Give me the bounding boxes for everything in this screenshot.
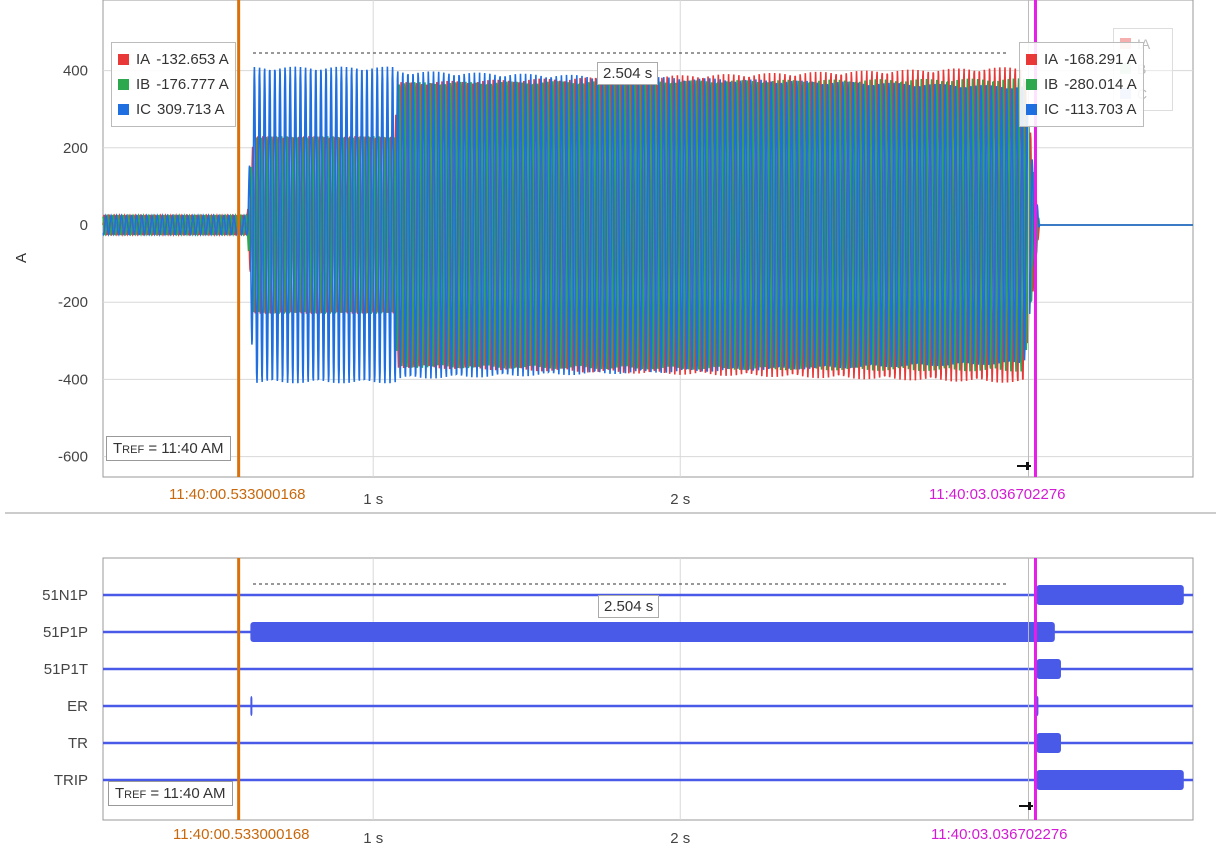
legend-name: IA — [1044, 51, 1059, 68]
legend-row-ib: IB -176.777 A — [118, 72, 229, 97]
analog-tref-box: TREF = 11:40 AM — [106, 436, 231, 461]
swatch-ic — [1026, 104, 1037, 115]
swatch-ib — [118, 79, 129, 90]
y-axis-label: A — [13, 253, 30, 263]
analog-cursor-b-label: 11:40:03.036702276 — [929, 486, 1066, 503]
legend-row-ic: IC 309.713 A — [118, 97, 229, 122]
channel-high-bar — [250, 696, 253, 716]
legend-value: -113.703 A — [1065, 101, 1137, 118]
analog-delta-label: 2.504 s — [597, 62, 659, 85]
legend-cursor-a: IA -132.653 A IB -176.777 A IC 309.713 A — [111, 42, 236, 127]
digital-grid — [372, 558, 681, 820]
channel-label: ER — [67, 698, 88, 715]
legend-row-ib: IB -280.014 A — [1026, 72, 1137, 97]
trace-ic — [102, 66, 1193, 384]
y-tick-label: -400 — [58, 371, 88, 388]
y-tick-label: 200 — [63, 140, 88, 157]
channel-label: TRIP — [54, 772, 88, 789]
legend-value: -168.291 A — [1064, 51, 1137, 68]
legend-row-ia: IA -168.291 A — [1026, 47, 1137, 72]
legend-name: IB — [136, 76, 151, 93]
legend-name: IC — [136, 101, 151, 118]
digital-channel-labels: 51N1P 51P1P 51P1T ER TR TRIP — [42, 587, 88, 789]
channel-high-bar — [1036, 733, 1061, 753]
swatch-ia — [118, 54, 129, 65]
x-tick-label: 2 s — [670, 830, 690, 847]
x-tick-label: 1 s — [363, 830, 383, 847]
channel-label: TR — [68, 735, 88, 752]
pin-icon[interactable] — [1017, 462, 1031, 470]
channel-label: 51N1P — [42, 587, 88, 604]
y-tick-label: 400 — [63, 63, 88, 80]
legend-value: -280.014 A — [1064, 76, 1137, 93]
analog-y-ticks: 400 200 0 -200 -400 -600 — [58, 63, 88, 466]
digital-tref-box: TREF = 11:40 AM — [108, 781, 233, 806]
y-tick-label: 0 — [80, 217, 88, 234]
digital-delta-label: 2.504 s — [598, 595, 660, 618]
channel-high-bar — [250, 622, 1055, 642]
legend-value: 309.713 A — [157, 101, 225, 118]
swatch-ia — [1026, 54, 1037, 65]
swatch-ib — [1026, 79, 1037, 90]
legend-value: -132.653 A — [156, 51, 229, 68]
legend-value: -176.777 A — [156, 76, 229, 93]
legend-cursor-b: IA -168.291 A IB -280.014 A IC -113.703 … — [1019, 42, 1144, 127]
channel-high-bar — [1036, 659, 1061, 679]
legend-name: IA — [136, 51, 151, 68]
y-tick-label: -200 — [58, 294, 88, 311]
analog-traces — [102, 66, 1193, 384]
digital-cursor-b-label: 11:40:03.036702276 — [931, 826, 1068, 843]
channel-high-bar — [1036, 585, 1184, 605]
x-tick-label: 1 s — [363, 491, 383, 508]
channel-label: 51P1P — [43, 624, 88, 641]
x-tick-label: 2 s — [670, 491, 690, 508]
x-ticks: 1 s 1 s 2 s 2 s — [363, 491, 690, 847]
pin-icon[interactable] — [1019, 802, 1033, 810]
legend-row-ia: IA -132.653 A — [118, 47, 229, 72]
y-tick-label: -600 — [58, 449, 88, 466]
swatch-ic — [118, 104, 129, 115]
trace-ib — [102, 78, 1193, 372]
legend-name: IB — [1044, 76, 1059, 93]
channel-label: 51P1T — [44, 661, 88, 678]
digital-cursor-a-label: 11:40:00.533000168 — [173, 826, 310, 843]
legend-name: IC — [1044, 101, 1059, 118]
channel-high-bar — [1036, 770, 1184, 790]
legend-row-ic: IC -113.703 A — [1026, 97, 1137, 122]
analog-cursor-a-label: 11:40:00.533000168 — [169, 486, 306, 503]
